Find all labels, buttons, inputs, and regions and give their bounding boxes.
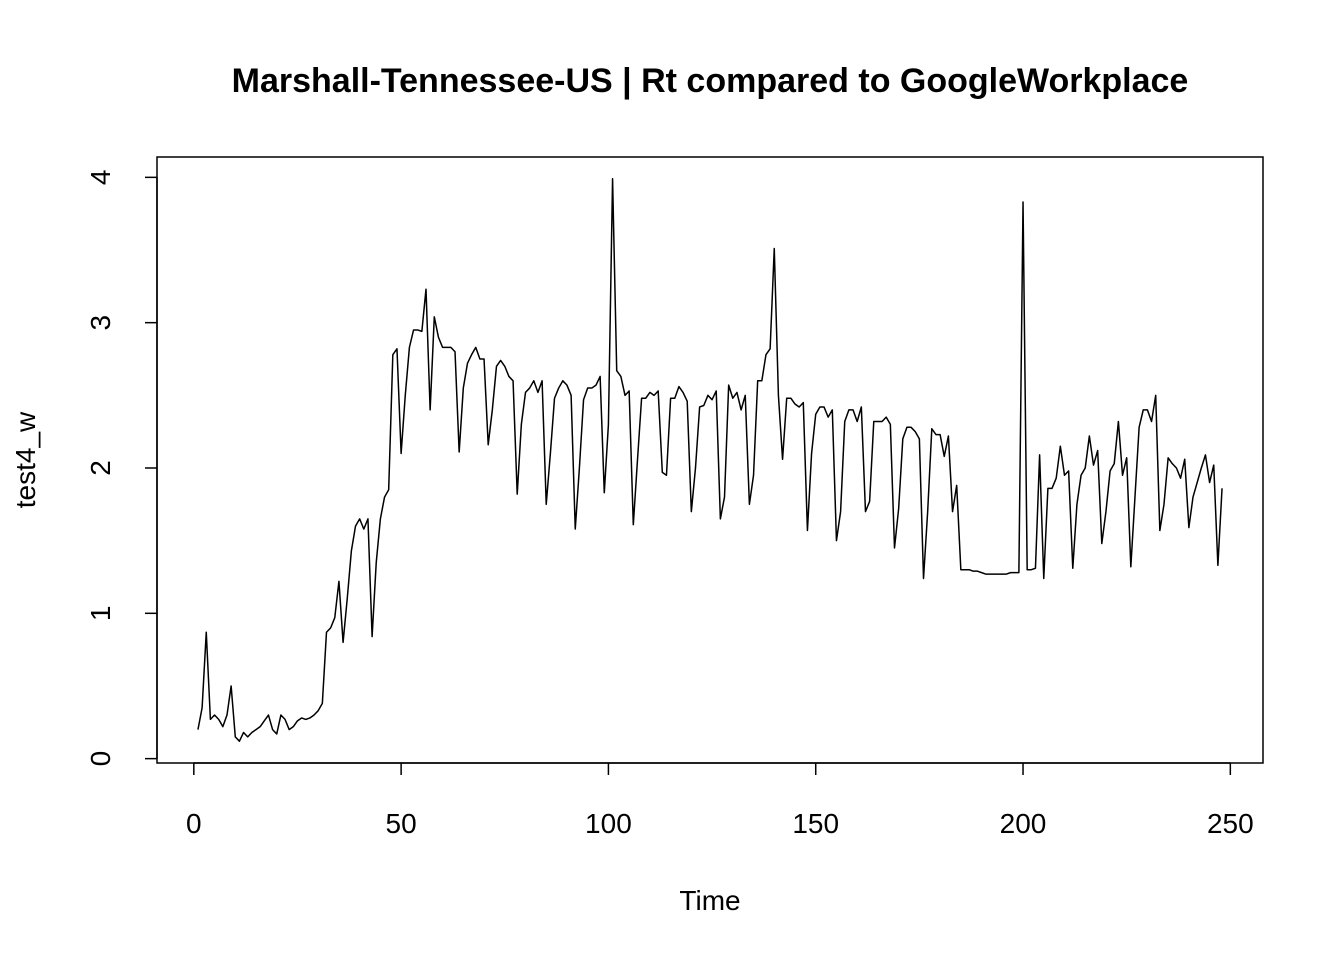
chart-title: Marshall-Tennessee-US | Rt compared to G… (232, 62, 1189, 100)
x-tick-label: 100 (585, 808, 632, 839)
y-tick-label: 1 (85, 606, 116, 622)
y-axis-label: test4_w (10, 411, 41, 508)
series-line (197, 178, 1223, 742)
x-tick-label: 0 (186, 808, 202, 839)
y-tick-label: 3 (85, 315, 116, 331)
x-tick-label: 150 (792, 808, 839, 839)
y-tick-label: 2 (85, 460, 116, 476)
x-tick-label: 250 (1207, 808, 1254, 839)
x-tick-label: 50 (386, 808, 417, 839)
x-axis-label: Time (679, 885, 740, 916)
x-tick-label: 200 (1000, 808, 1047, 839)
y-tick-label: 4 (85, 170, 116, 186)
plot-frame (156, 156, 1264, 764)
y-tick-label: 0 (85, 751, 116, 767)
